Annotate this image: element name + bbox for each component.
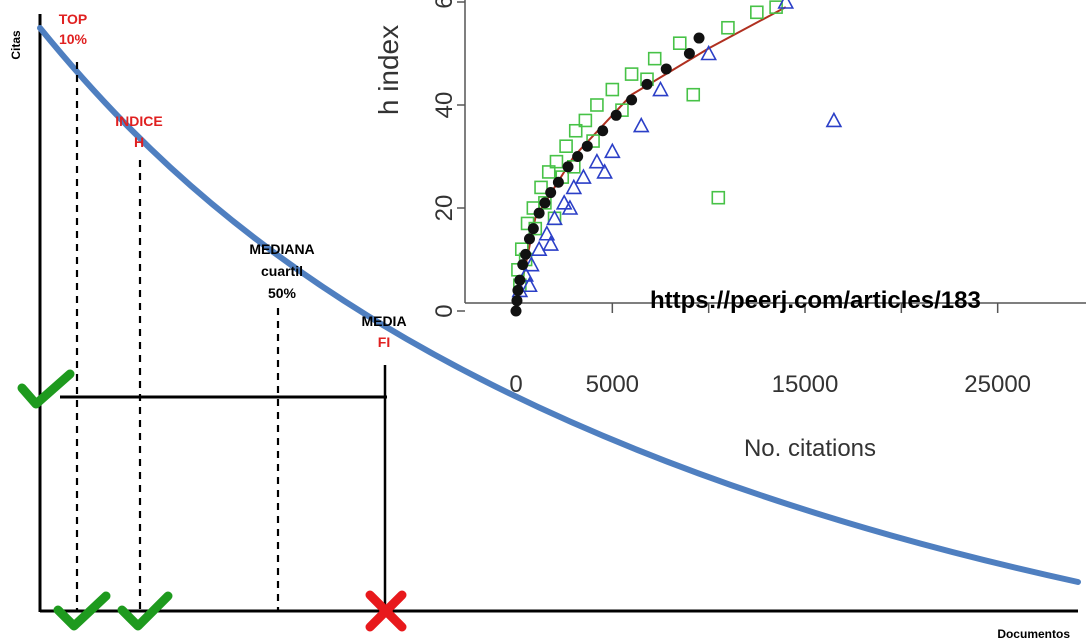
inset-point-circle <box>512 284 524 296</box>
inset-point-circle <box>527 223 539 235</box>
inset-point-triangle <box>603 142 621 159</box>
median-label-line3: 50% <box>268 285 297 301</box>
inset-point-square <box>647 51 662 66</box>
inset-y-axis-label: h index <box>373 25 404 115</box>
inset-y-tick-label: 40 <box>431 92 458 119</box>
inset-point-circle <box>610 109 622 121</box>
inset-x-tick-label: 15000 <box>772 371 839 398</box>
check-h-index-icon <box>117 591 173 631</box>
inset-x-tick-label: 25000 <box>964 371 1031 398</box>
inset-y-tick-label: 6 <box>431 0 458 9</box>
inset-y-tick-label: 0 <box>431 304 458 317</box>
inset-point-triangle <box>561 199 579 215</box>
inset-point-triangle <box>700 44 718 61</box>
inset-x-tick-label: 0 <box>509 371 522 398</box>
inset-point-circle <box>510 305 522 317</box>
median-label-line1: MEDIANA <box>249 241 314 257</box>
main-y-axis-label: Citas <box>9 30 23 60</box>
inset-point-square <box>534 180 548 195</box>
inset-point-circle <box>693 32 705 44</box>
inset-x-tick-label: 5000 <box>586 371 639 398</box>
mean-label-line1: MEDIA <box>361 313 406 329</box>
inset-point-circle <box>523 233 535 245</box>
inset-point-square <box>624 67 639 81</box>
inset-y-tick-label: 20 <box>431 195 458 222</box>
cross-mean-icon <box>365 590 407 632</box>
inset-point-square <box>559 139 573 153</box>
inset-plot-background <box>465 0 1086 305</box>
inset-point-circle <box>511 295 523 307</box>
h-index-label-line2: H <box>134 134 144 150</box>
main-x-axis-label: Documentos <box>997 627 1070 641</box>
inset-point-circle <box>572 151 584 162</box>
inset-point-circle <box>533 207 545 219</box>
inset-point-triangle <box>546 209 563 226</box>
inset-point-triangle <box>777 0 795 9</box>
inset-point-triangle <box>575 168 592 184</box>
citation-distribution-diagram: Citas Documentos TOP 10% INDICE H MEDIAN… <box>9 11 1081 641</box>
inset-point-square <box>711 190 726 205</box>
mean-label-line2: FI <box>378 334 390 350</box>
inset-point-square <box>590 98 604 112</box>
inset-y-ticks: 0 20 40 6 <box>431 0 465 318</box>
inset-point-circle <box>520 248 532 260</box>
inset-scatter-plot: 0 20 40 6 0 5000 15000 25000 h index No. citat… <box>373 0 1086 462</box>
inset-point-triangle <box>555 194 573 210</box>
inset-point-circle <box>514 274 526 286</box>
inset-point-triangle <box>521 276 538 293</box>
inset-point-square <box>549 154 564 169</box>
citation-curve <box>37 25 1081 585</box>
check-mean-level-icon <box>17 369 75 409</box>
inset-point-triangle <box>632 116 650 133</box>
inset-point-square <box>538 196 552 210</box>
inset-data-points <box>510 0 843 317</box>
check-top10-icon <box>53 591 111 631</box>
inset-x-ticks: 0 5000 15000 25000 <box>509 303 1031 398</box>
inset-point-circle <box>562 161 574 173</box>
source-url: https://peerj.com/articles/183 <box>650 287 981 314</box>
inset-point-square <box>686 87 701 102</box>
inset-point-square <box>721 20 735 35</box>
h-index-label-line1: INDICE <box>115 113 162 129</box>
inset-point-square <box>568 123 583 138</box>
inset-point-triangle <box>542 235 560 251</box>
inset-point-triangle <box>517 266 534 282</box>
top10-label-line1: TOP <box>59 11 88 27</box>
inset-point-triangle <box>588 152 606 169</box>
inset-point-square <box>605 82 620 97</box>
inset-point-circle <box>581 140 593 152</box>
inset-point-circle <box>597 125 609 137</box>
inset-x-axis-label: No. citations <box>744 435 876 462</box>
inset-point-triangle <box>530 240 548 256</box>
inset-point-square <box>750 5 764 20</box>
inset-point-square <box>672 36 687 51</box>
inset-point-circle <box>641 78 653 90</box>
median-label-line2: cuartil <box>261 263 303 279</box>
inset-point-circle <box>545 187 557 199</box>
inset-point-square <box>769 0 783 14</box>
inset-point-triangle <box>825 111 843 128</box>
inset-point-circle <box>660 63 672 75</box>
top10-label-line2: 10% <box>59 31 88 47</box>
inset-point-square <box>578 113 593 128</box>
inset-point-triangle <box>596 163 613 179</box>
inset-point-circle <box>683 48 695 59</box>
inset-point-circle <box>626 94 638 106</box>
inset-point-circle <box>552 176 564 188</box>
inset-point-circle <box>539 197 551 209</box>
inset-point-circle <box>517 259 529 271</box>
inset-point-triangle <box>565 178 583 195</box>
inset-point-triangle <box>538 225 556 241</box>
inset-point-square <box>541 165 556 179</box>
inset-point-triangle <box>652 80 669 97</box>
